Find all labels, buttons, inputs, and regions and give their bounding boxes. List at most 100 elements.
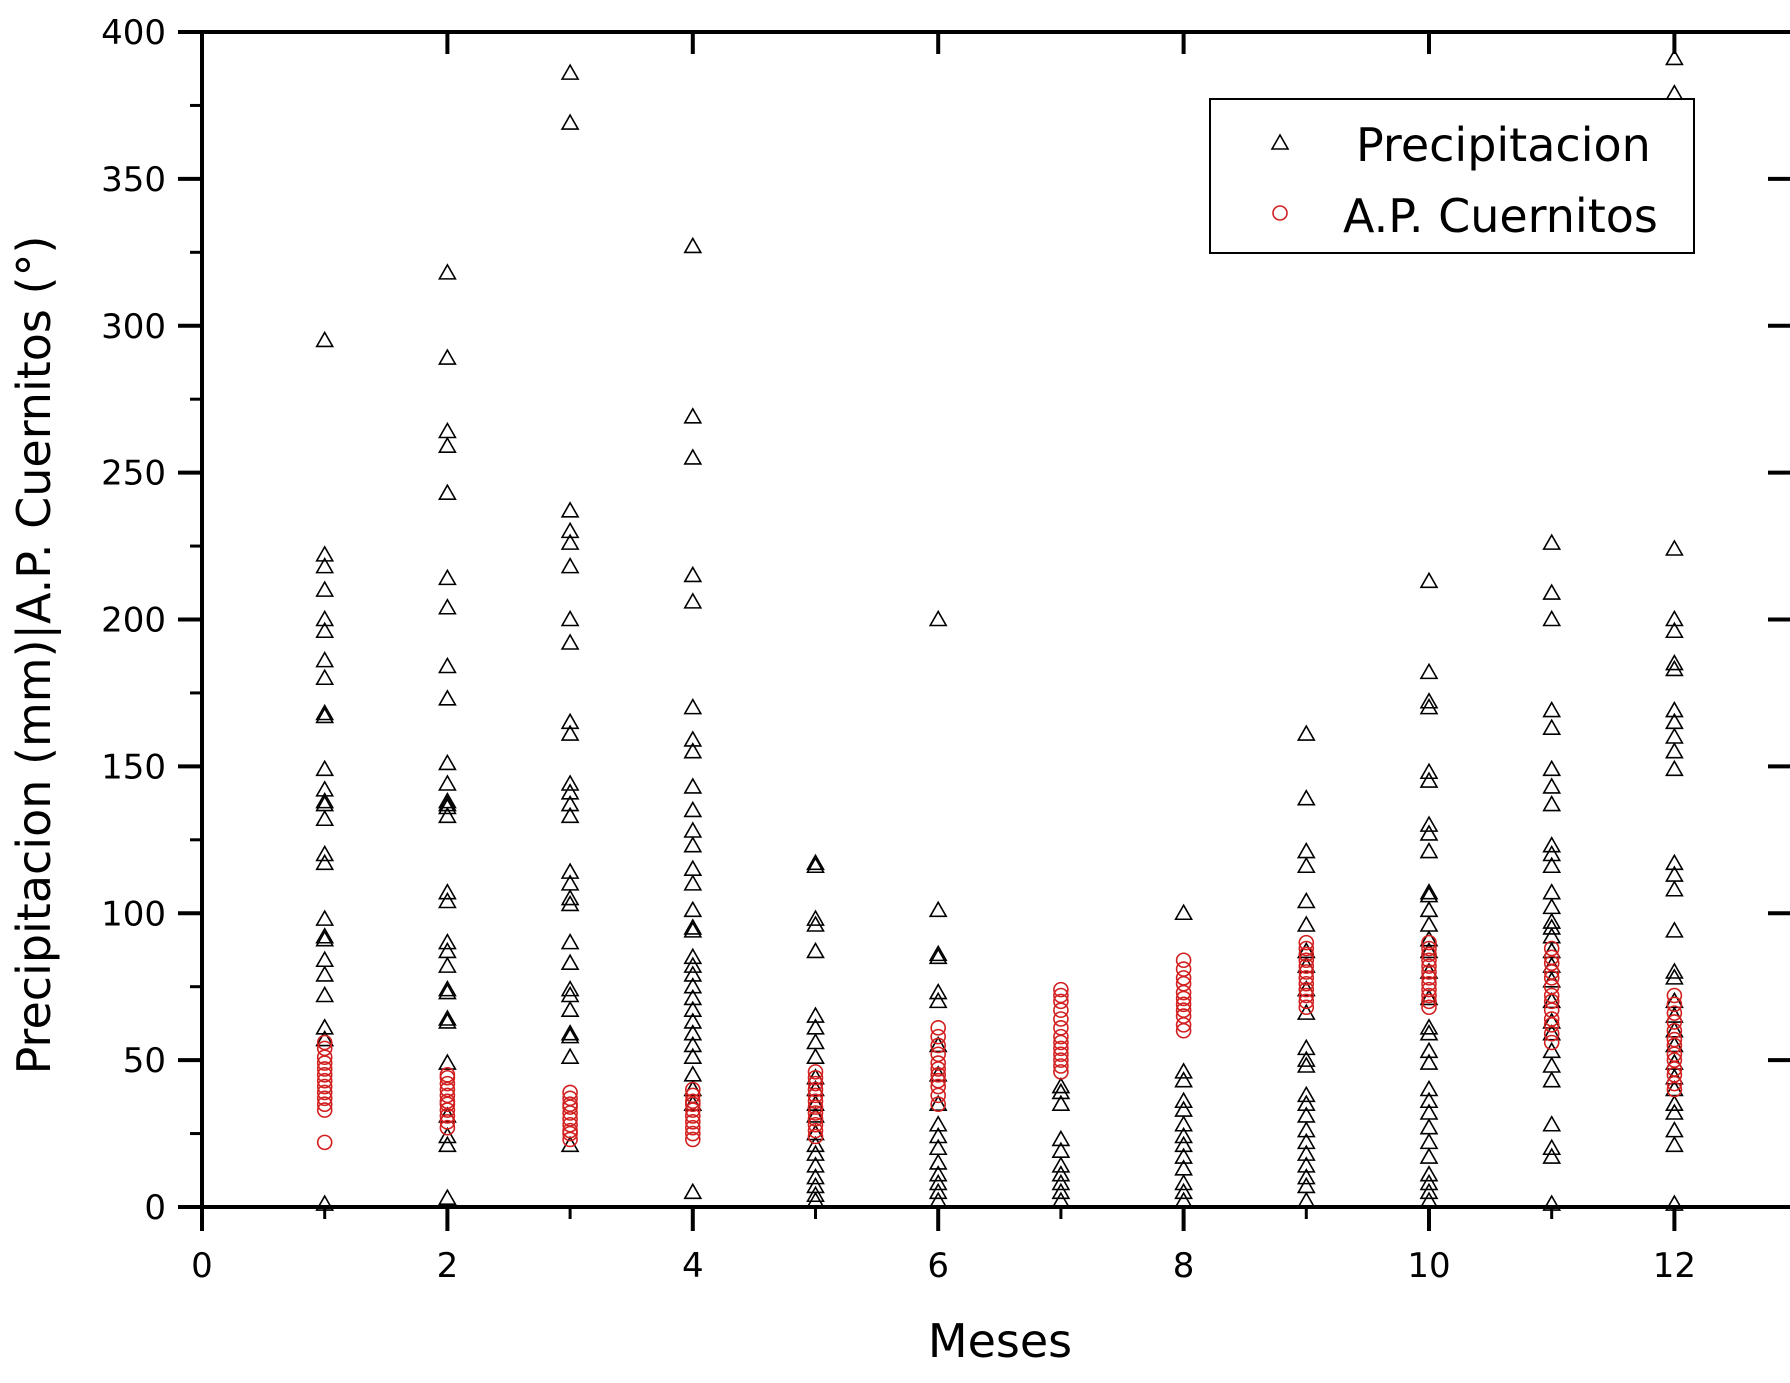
data-point-triangle: [438, 933, 457, 950]
data-point-triangle: [683, 836, 703, 853]
data-point-triangle: [1419, 900, 1439, 918]
data-point-triangle: [806, 856, 825, 874]
data-point-triangle: [1542, 1115, 1562, 1132]
data-point-triangle: [438, 1135, 457, 1153]
data-point-triangle: [438, 263, 457, 280]
data-point-triangle: [315, 580, 335, 597]
data-point-triangle: [683, 859, 703, 876]
data-point-triangle: [560, 774, 580, 791]
data-point-circle: [316, 1084, 333, 1101]
data-point-circle: [1298, 987, 1315, 1004]
data-point-triangle: [1419, 762, 1439, 780]
data-point-triangle: [1419, 1041, 1439, 1059]
y-tick-label: 400: [101, 13, 166, 53]
data-point-triangle: [1542, 1012, 1562, 1029]
series-ap-cuernitos: [316, 934, 1683, 1151]
data-point-circle: [1298, 958, 1315, 974]
data-point-circle: [1421, 964, 1437, 980]
data-point-triangle: [1419, 692, 1439, 709]
data-point-triangle: [1665, 700, 1684, 718]
x-axis-ticks: 0 2 4 6 8 10 12: [191, 32, 1696, 1286]
data-point-triangle: [560, 113, 580, 130]
data-point-circle: [1421, 999, 1437, 1016]
data-point-triangle: [1665, 48, 1684, 66]
data-point-triangle: [1296, 1085, 1316, 1103]
data-point-circle: [807, 1087, 824, 1104]
data-point-triangle: [560, 985, 580, 1003]
data-point-triangle: [1419, 824, 1439, 841]
data-point-circle: [1298, 934, 1315, 951]
y-tick-label: 250: [101, 454, 166, 494]
data-point-triangle: [315, 621, 335, 639]
data-point-triangle: [1419, 1118, 1439, 1135]
data-point-triangle: [1542, 918, 1562, 935]
data-point-triangle: [683, 977, 703, 994]
data-point-triangle: [683, 1047, 703, 1064]
data-point-circle: [1053, 1002, 1069, 1018]
data-point-circle: [1175, 1022, 1192, 1039]
data-point-triangle: [1174, 903, 1193, 921]
legend: Precipitacion A.P. Cuernitos: [1209, 98, 1695, 254]
data-point-triangle: [683, 407, 703, 424]
data-point-triangle: [438, 891, 457, 909]
data-point-triangle: [806, 1168, 825, 1185]
data-point-circle: [439, 1119, 456, 1136]
data-point-triangle: [1542, 533, 1562, 550]
data-point-circle: [1053, 1034, 1069, 1051]
data-point-triangle: [683, 956, 703, 973]
data-point-triangle: [560, 63, 580, 80]
data-point-triangle: [683, 965, 703, 982]
data-point-triangle: [683, 1065, 703, 1082]
data-point-circle: [1298, 993, 1315, 1010]
data-point-triangle: [806, 1135, 825, 1153]
data-point-triangle: [1419, 841, 1439, 859]
x-axis-title: Meses: [928, 1314, 1072, 1368]
data-point-circle: [807, 1093, 824, 1110]
data-point-triangle: [438, 1012, 457, 1029]
data-point-triangle: [438, 980, 457, 997]
data-point-circle: [930, 1055, 947, 1071]
series-precipitacion: [315, 48, 1684, 1211]
data-point-circle: [1421, 934, 1437, 951]
data-point-circle: [439, 1069, 456, 1086]
data-point-triangle: [1296, 915, 1316, 932]
data-point-triangle: [315, 909, 335, 926]
data-point-circle: [1421, 952, 1437, 969]
data-point-triangle: [560, 894, 580, 912]
data-point-circle: [807, 1122, 824, 1139]
data-point-triangle: [1296, 1191, 1316, 1208]
data-point-triangle: [928, 991, 948, 1009]
data-point-triangle: [438, 753, 457, 771]
data-point-circle: [1298, 940, 1315, 957]
data-point-triangle: [1174, 1071, 1193, 1088]
data-point-triangle: [438, 568, 457, 586]
data-point-triangle: [928, 1182, 948, 1200]
data-point-circle: [807, 1116, 824, 1133]
y-tick-label: 50: [123, 1041, 166, 1081]
data-point-triangle: [683, 730, 703, 747]
data-point-triangle: [1665, 84, 1684, 101]
data-point-triangle: [1296, 789, 1316, 806]
data-point-triangle: [683, 800, 703, 818]
data-point-circle: [1421, 975, 1437, 992]
data-point-circle: [316, 1061, 333, 1077]
data-point-circle: [807, 1069, 824, 1086]
data-point-triangle: [1051, 1165, 1071, 1182]
data-point-triangle: [683, 565, 703, 583]
data-point-triangle: [315, 1029, 335, 1047]
data-point-triangle: [683, 1035, 703, 1053]
y-tick-label: 150: [101, 747, 166, 787]
data-point-triangle: [928, 609, 948, 627]
data-point-circle: [930, 1037, 947, 1054]
x-tick-label: 4: [682, 1246, 704, 1286]
data-point-triangle: [1419, 1191, 1439, 1208]
data-point-triangle: [560, 862, 580, 879]
data-point-triangle: [1542, 971, 1562, 988]
data-point-triangle: [1665, 727, 1684, 744]
data-point-triangle: [560, 521, 580, 539]
data-point-triangle: [1542, 1024, 1562, 1041]
data-point-triangle: [1665, 1068, 1684, 1085]
data-point-triangle: [1419, 1053, 1439, 1070]
data-point-triangle: [1174, 1173, 1193, 1191]
data-point-circle: [1053, 1028, 1069, 1045]
